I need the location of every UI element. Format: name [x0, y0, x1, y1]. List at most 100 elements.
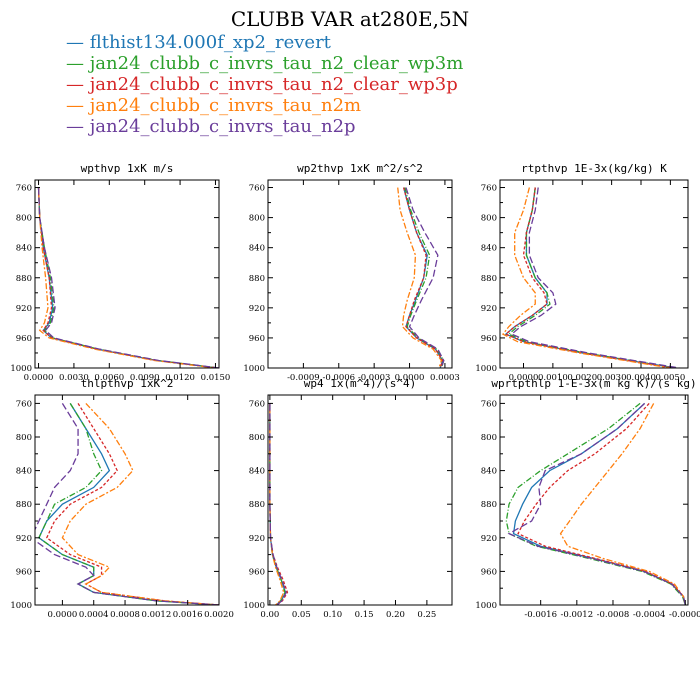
y-tick-label: 760	[249, 184, 265, 194]
y-tick-label: 960	[481, 334, 497, 344]
y-tick-label: 800	[249, 214, 265, 224]
y-tick-label: 840	[16, 467, 32, 477]
x-tick-label: 0.0000	[509, 373, 539, 383]
series-line	[507, 402, 686, 605]
y-tick-label: 880	[249, 500, 265, 510]
series-line	[37, 187, 219, 368]
panel-6: wprtpthlp 1-E-3x(m kg K)/(s kg) 760 800 840…	[475, 377, 700, 620]
y-tick-label: 800	[16, 433, 32, 443]
series-group	[505, 402, 686, 605]
y-tick-label: 880	[16, 274, 32, 284]
series-group	[35, 402, 219, 605]
series-group	[501, 187, 680, 368]
x-tick-label: 0.15	[355, 610, 374, 620]
y-tick-label: 840	[249, 244, 265, 254]
y-tick-label: 920	[481, 534, 497, 544]
x-tick-label: -0.0009	[287, 373, 320, 383]
y-tick-label: 920	[249, 304, 265, 314]
panel-5: wp4 1x(m^4)/(s^4)76080084088092096010000…	[243, 377, 453, 620]
series-group	[37, 187, 219, 368]
x-tick-label: 0.0030	[597, 373, 627, 383]
series-line	[37, 187, 218, 368]
series-line	[504, 187, 674, 368]
y-tick-label: 920	[16, 534, 32, 544]
legend-entry: — jan24_clubb_c_invrs_tau_n2_clear_wp3p	[66, 74, 458, 95]
y-tick-label: 960	[16, 567, 32, 577]
series-line	[510, 187, 680, 368]
y-tick-label: 1000	[475, 364, 497, 374]
y-tick-label: 1000	[10, 601, 32, 611]
figure-title: CLUBB VAR at280E,5N	[231, 7, 469, 31]
series-group	[397, 187, 445, 368]
plot-frame	[499, 394, 689, 606]
y-tick-label: 760	[16, 399, 32, 409]
series-line	[397, 187, 443, 368]
series-line	[512, 402, 686, 605]
panel-title: wp4 1x(m^4)/(s^4)	[304, 377, 417, 390]
y-tick-label: 920	[249, 534, 265, 544]
x-tick-label: 0.0050	[656, 373, 686, 383]
x-tick-label: 0.0090	[130, 373, 160, 383]
y-tick-label: 960	[249, 334, 265, 344]
x-tick-label: 0.0000	[24, 373, 54, 383]
x-tick-label: 0.10	[323, 610, 342, 620]
panel-4: thlpthvp 1xK^2 760 800 840 880 920 960 1000 0.00…	[10, 377, 234, 620]
y-tick-label: 840	[481, 467, 497, 477]
x-tick-label: -0.0008	[597, 610, 630, 620]
x-tick-label: 0.0010	[538, 373, 568, 383]
y-tick-label: 800	[249, 433, 265, 443]
y-tick-label: 1000	[243, 364, 265, 374]
legend-entry: — jan24_clubb_c_invrs_tau_n2p	[66, 116, 356, 137]
plot-frame	[499, 179, 689, 369]
y-tick-label: 880	[481, 500, 497, 510]
series-group	[269, 403, 289, 605]
panel-title: thlpthvp 1xK^2	[81, 377, 174, 390]
y-tick-label: 840	[481, 244, 497, 254]
x-tick-label: 0.0120	[165, 373, 195, 383]
y-tick-label: 1000	[10, 364, 32, 374]
y-tick-label: 760	[481, 184, 497, 194]
x-tick-label: 0.0150	[201, 373, 231, 383]
series-line	[403, 187, 444, 368]
y-tick-label: 1000	[475, 601, 497, 611]
x-tick-label: 0.25	[417, 610, 436, 620]
panel-3: rtpthvp 1E-3x(kg/kg) K 760 800 840 880 920 960…	[475, 162, 689, 383]
panel-1: wpthvp 1xK m/s76080084088092096010000.00…	[10, 162, 230, 383]
series-line	[269, 403, 287, 605]
x-tick-label: 0.0020	[567, 373, 597, 383]
legend-entry: — flthist134.000f_xp2_revert	[66, 32, 332, 53]
x-tick-label: -0.0012	[561, 610, 594, 620]
y-tick-label: 880	[481, 274, 497, 284]
x-tick-label: 0.0012	[141, 610, 171, 620]
y-tick-label: 920	[16, 304, 32, 314]
y-tick-label: 760	[16, 184, 32, 194]
series-line	[559, 403, 686, 605]
y-tick-label: 840	[16, 244, 32, 254]
panels: wpthvp 1xK m/s76080084088092096010000.00…	[10, 162, 700, 620]
x-tick-label: 0.0000	[395, 373, 425, 383]
x-tick-label: -0.0003	[358, 373, 391, 383]
legend-entry: — jan24_clubb_c_invrs_tau_n2_clear_wp3m	[66, 53, 463, 74]
x-tick-label: 0.20	[386, 610, 405, 620]
y-tick-label: 760	[481, 399, 497, 409]
series-line	[517, 402, 686, 605]
y-tick-label: 960	[249, 567, 265, 577]
x-tick-label: 0.0008	[110, 610, 140, 620]
x-tick-label: 0.0004	[79, 610, 109, 620]
x-tick-label: 0.0000	[48, 610, 78, 620]
y-tick-label: 880	[16, 500, 32, 510]
series-line	[35, 403, 219, 605]
plot-frame	[34, 394, 220, 606]
series-line	[37, 187, 216, 368]
x-tick-label: -0.0000	[669, 610, 700, 620]
legend-entry: — jan24_clubb_c_invrs_tau_n2m	[66, 95, 361, 116]
x-tick-label: 0.0016	[173, 610, 203, 620]
x-tick-label: 0.0020	[204, 610, 234, 620]
y-tick-label: 880	[249, 274, 265, 284]
plot-frame	[34, 179, 220, 369]
x-tick-label: -0.0006	[322, 373, 355, 383]
y-tick-label: 960	[481, 567, 497, 577]
x-tick-label: 0.0040	[626, 373, 656, 383]
panel-title: rtpthvp 1E-3x(kg/kg) K	[521, 162, 667, 175]
panel-title: wpthvp 1xK m/s	[81, 162, 174, 175]
